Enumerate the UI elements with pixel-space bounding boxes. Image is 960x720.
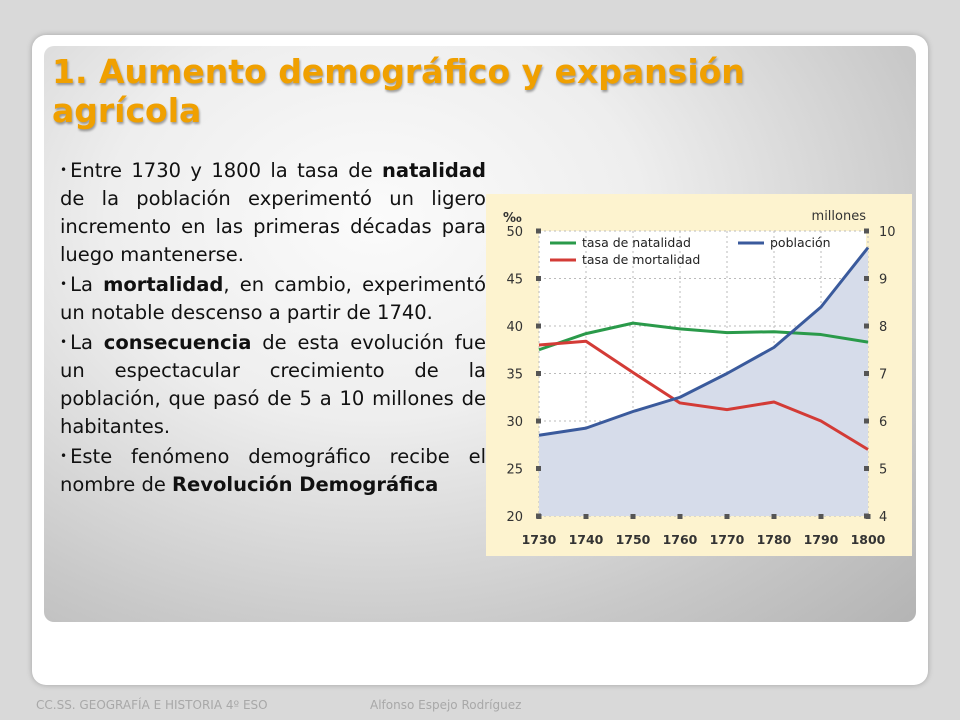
x-tick-label: 1770 [710,532,745,547]
y-tick-right-label: 9 [879,273,887,288]
y-tick-left-mark [536,276,541,281]
bullet-item: • La consecuencia de esta evolución fue u… [60,328,486,441]
y-tick-right-label: 5 [879,463,887,478]
y-tick-left-label: 30 [506,415,523,430]
y-tick-left-label: 20 [506,510,523,525]
x-tick-mark [630,514,636,519]
bullet-list: • Entre 1730 y 1800 la tasa de natalidad … [60,156,486,500]
x-tick-label: 1790 [804,532,839,547]
footer-author: Alfonso Espejo Rodríguez [370,698,522,712]
legend-label: tasa de mortalidad [582,252,700,267]
slide-title: 1. Aumento demográfico y expansión agríc… [52,52,745,130]
bullet-text: Este fenómeno demográfico recibe el nomb… [60,445,486,496]
x-tick-label: 1780 [757,532,792,547]
y-tick-left-mark [536,228,541,234]
y-tick-left-label: 40 [506,320,523,335]
bullet-text: La [70,331,104,354]
x-tick-label: 1740 [569,532,604,547]
x-tick-mark [818,514,824,519]
x-tick-mark [536,514,542,519]
series-line-poblacion [538,246,870,437]
bullet-dot-icon: • [60,163,68,177]
x-tick-label: 1800 [851,532,886,547]
y-tick-right-label: 10 [879,225,896,240]
footer-course: CC.SS. GEOGRAFÍA E HISTORIA 4º ESO [36,698,268,712]
y-tick-right-mark [864,323,869,329]
x-tick-mark [677,514,683,519]
bullet-keyword: consecuencia [103,331,252,354]
series-line-tasa-de-mortalidad [538,339,869,451]
x-tick-label: 1760 [663,532,698,547]
y-tick-left-label: 35 [506,368,523,383]
y-tick-right-label: 7 [879,368,887,383]
chart-legend: tasa de natalidad tasa de mortalidad pobla… [550,235,831,267]
legend-label: tasa de natalidad [582,235,691,250]
bullet-dot-icon: • [60,449,68,463]
y-axis-right-label: millones [812,209,867,224]
y-tick-right-mark [864,418,869,424]
y-tick-left-mark [536,323,541,329]
series-line-tasa-de-natalidad [538,321,869,352]
y-tick-left-label: 25 [506,463,523,478]
bullet-keyword: natalidad [382,159,486,182]
bullet-item: • Este fenómeno demográfico recibe el nom… [60,442,486,499]
y-tick-left-mark [536,418,541,424]
bullet-item: • Entre 1730 y 1800 la tasa de natalidad … [60,156,486,269]
x-tick-label: 1730 [522,532,557,547]
bullet-item: • La mortalidad, en cambio, experimentó u… [60,270,486,327]
bullet-text: La [70,273,104,296]
x-tick-mark [865,514,871,519]
bullet-dot-icon: • [60,335,68,349]
x-tick-mark [771,514,777,519]
legend-label: población [770,235,831,250]
chart-area-layer [539,247,868,516]
y-tick-right-mark [864,466,869,471]
bullet-text: , en cambio, experimentó un notable desc… [60,273,486,324]
population-area [539,247,868,516]
y-tick-right-mark [864,276,869,281]
y-tick-right-label: 4 [879,510,887,525]
y-tick-left-label: 50 [506,225,523,240]
x-tick-label: 1750 [616,532,651,547]
x-tick-mark [724,514,730,519]
bullet-dot-icon: • [60,277,68,291]
bullet-text: Entre 1730 y 1800 la tasa de [70,159,383,182]
bullet-text: de esta evolución fue un espectacular cr… [60,331,486,438]
y-tick-right-label: 6 [879,415,887,430]
y-tick-right-label: 8 [879,320,887,335]
y-tick-left-label: 45 [506,273,523,288]
chart-lines [538,246,870,451]
bullet-keyword: mortalidad [103,273,224,296]
y-tick-left-mark [536,371,541,376]
y-axis-left-label: ‰ [503,211,522,226]
x-tick-mark [583,514,589,519]
y-tick-right-mark [864,228,869,234]
y-tick-right-mark [864,371,869,376]
y-tick-left-mark [536,466,541,471]
bullet-text: de la población experimentó un ligero in… [60,187,486,266]
bullet-keyword: Revolución Demográfica [172,473,439,496]
